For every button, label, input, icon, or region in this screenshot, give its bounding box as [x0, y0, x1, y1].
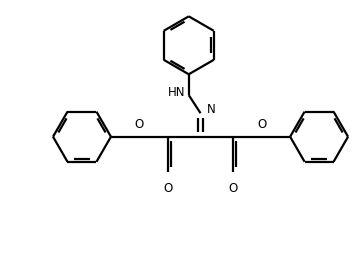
Text: O: O	[135, 118, 144, 131]
Text: O: O	[228, 182, 238, 195]
Text: O: O	[163, 182, 173, 195]
Text: N: N	[207, 103, 216, 116]
Text: O: O	[257, 118, 267, 131]
Text: HN: HN	[168, 86, 186, 99]
